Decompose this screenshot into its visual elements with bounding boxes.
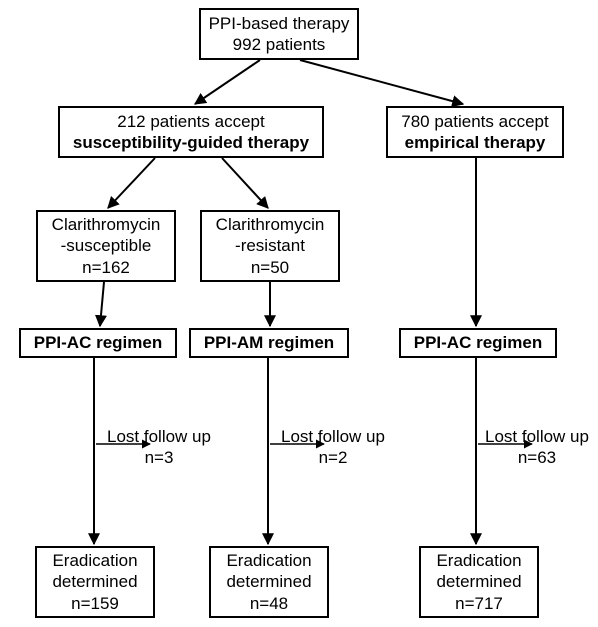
flowchart-arrows: [0, 0, 598, 627]
node-erad-left-line1: Eradication: [52, 550, 137, 571]
label-lost-right-line1: Lost follow up: [472, 426, 598, 447]
node-ppi-ac-right: PPI-AC regimen: [399, 328, 557, 358]
node-erad-right-line1: Eradication: [436, 550, 521, 571]
node-empirical-line2: empirical therapy: [405, 132, 546, 153]
node-eradication-left: Eradication determined n=159: [35, 546, 155, 618]
node-root: PPI-based therapy 992 patients: [199, 8, 359, 60]
node-clar-susc-line2: -susceptible: [61, 235, 152, 256]
label-lost-right: Lost follow up n=63: [472, 426, 598, 469]
node-ppi-ac-right-line1: PPI-AC regimen: [414, 332, 542, 353]
label-lost-left: Lost follow up n=3: [94, 426, 224, 469]
node-eradication-right: Eradication determined n=717: [419, 546, 539, 618]
label-lost-mid-line2: n=2: [268, 447, 398, 468]
node-erad-left-line2: determined: [52, 571, 137, 592]
node-clarithromycin-resistant: Clarithromycin -resistant n=50: [200, 210, 340, 282]
node-eradication-mid: Eradication determined n=48: [209, 546, 329, 618]
node-erad-right-line3: n=717: [455, 593, 503, 614]
node-erad-left-line3: n=159: [71, 593, 119, 614]
node-root-line1: PPI-based therapy: [209, 13, 350, 34]
node-clar-susc-line3: n=162: [82, 257, 130, 278]
node-ppi-am: PPI-AM regimen: [189, 328, 349, 358]
node-erad-mid-line3: n=48: [250, 593, 288, 614]
node-erad-right-line2: determined: [436, 571, 521, 592]
node-clar-res-line3: n=50: [251, 257, 289, 278]
node-susceptibility: 212 patients accept susceptibility-guide…: [58, 106, 324, 158]
node-ppi-am-line1: PPI-AM regimen: [204, 332, 334, 353]
node-clar-res-line2: -resistant: [235, 235, 305, 256]
node-susceptibility-line1: 212 patients accept: [117, 111, 264, 132]
node-empirical: 780 patients accept empirical therapy: [386, 106, 564, 158]
node-erad-mid-line1: Eradication: [226, 550, 311, 571]
node-ppi-ac-left: PPI-AC regimen: [19, 328, 177, 358]
label-lost-mid-line1: Lost follow up: [268, 426, 398, 447]
node-susceptibility-line2: susceptibility-guided therapy: [73, 132, 309, 153]
label-lost-left-line1: Lost follow up: [94, 426, 224, 447]
node-ppi-ac-left-line1: PPI-AC regimen: [34, 332, 162, 353]
node-clar-susc-line1: Clarithromycin: [52, 214, 161, 235]
label-lost-mid: Lost follow up n=2: [268, 426, 398, 469]
node-erad-mid-line2: determined: [226, 571, 311, 592]
node-clarithromycin-susceptible: Clarithromycin -susceptible n=162: [36, 210, 176, 282]
label-lost-right-line2: n=63: [472, 447, 598, 468]
node-empirical-line1: 780 patients accept: [401, 111, 548, 132]
node-clar-res-line1: Clarithromycin: [216, 214, 325, 235]
node-root-line2: 992 patients: [233, 34, 326, 55]
label-lost-left-line2: n=3: [94, 447, 224, 468]
